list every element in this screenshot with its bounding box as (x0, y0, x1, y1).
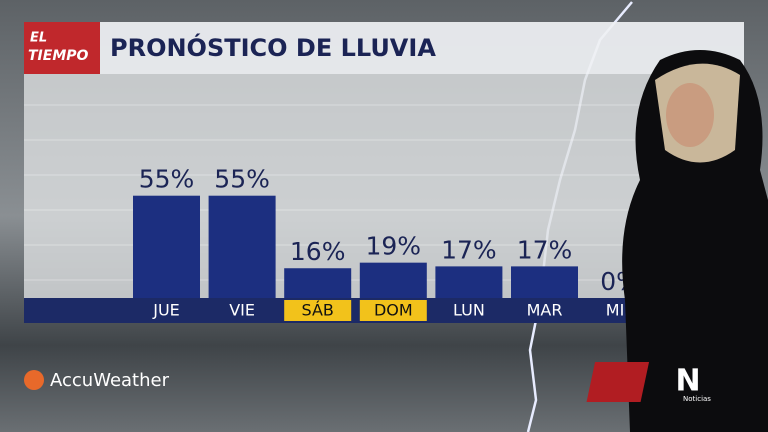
x-tick-label: MAR (527, 301, 563, 320)
provider-icon (24, 370, 44, 390)
category-label-bg (511, 300, 578, 321)
category-label-bg (133, 300, 200, 321)
x-tick-label: SÁB (302, 301, 334, 320)
badge-text: TIEMPO (28, 48, 89, 64)
value-label: 19% (366, 232, 422, 261)
logo-letter: N (675, 364, 700, 399)
bar (208, 195, 276, 298)
x-tick-label: DOM (374, 301, 413, 320)
badge (24, 22, 100, 74)
logo (586, 362, 650, 402)
value-label: 16% (290, 237, 346, 266)
x-tick-label: VIE (229, 301, 255, 320)
presenter-face (666, 83, 714, 147)
category-label-bg (284, 300, 352, 321)
bar (133, 195, 200, 298)
value-label: 17% (441, 235, 497, 264)
chart-title: PRONÓSTICO DE LLUVIA (110, 32, 436, 62)
bar (435, 266, 503, 298)
title-bar (24, 22, 744, 74)
badge-text: EL (30, 31, 47, 46)
x-tick-label: JUE (152, 301, 180, 320)
bar (284, 268, 352, 298)
category-label-bg (435, 300, 503, 321)
provider: AccuWeather (50, 370, 170, 391)
value-label: 17% (517, 235, 573, 264)
x-tick-label: LUN (453, 301, 485, 320)
logo-caption: Noticias (683, 395, 711, 403)
value-label: 55% (214, 165, 270, 194)
category-label-bg (359, 300, 427, 321)
bar (511, 266, 578, 298)
bar (359, 262, 427, 298)
category-label-bg (208, 300, 276, 321)
value-label: 55% (139, 165, 195, 194)
